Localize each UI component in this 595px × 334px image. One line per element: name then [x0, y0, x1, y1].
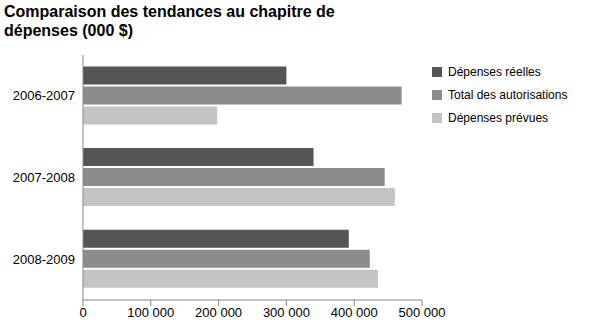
svg-text:400 000: 400 000 [331, 305, 378, 320]
svg-text:0: 0 [79, 305, 86, 320]
svg-text:100 000: 100 000 [127, 305, 174, 320]
html-text:Comparaison des tendances au c: Comparaison des tendances au chapitre de… [4, 3, 335, 39]
html-text:Total des autorisations: Total des autorisations [448, 87, 568, 102]
svg-text:500 000: 500 000 [399, 305, 446, 320]
html-text:Dépenses réelles: Dépenses réelles [448, 64, 541, 79]
svg-text:2008-2009: 2008-2009 [13, 252, 75, 267]
svg-text:300 000: 300 000 [263, 305, 310, 320]
html-text:Dépenses prévues: Dépenses prévues [448, 110, 549, 125]
svg-text:2006-2007: 2006-2007 [13, 88, 75, 103]
svg-text:2007-2008: 2007-2008 [13, 170, 75, 185]
svg-text:200 000: 200 000 [195, 305, 242, 320]
